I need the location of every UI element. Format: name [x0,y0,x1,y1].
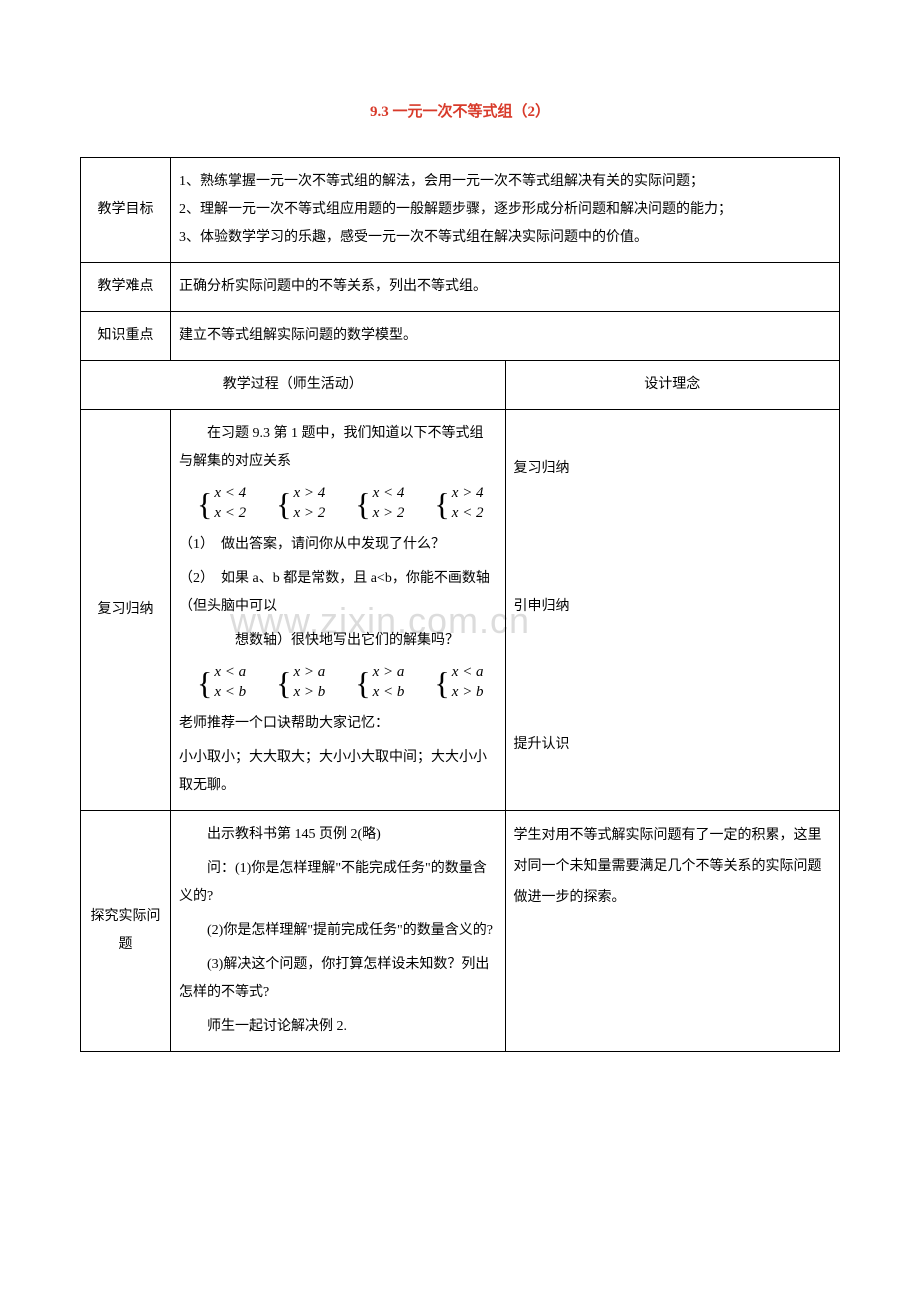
goals-text: 1、熟练掌握一元一次不等式组的解法，会用一元一次不等式组解决有关的实际问题； 2… [171,158,840,263]
explore-label: 探究实际问题 [81,811,171,1052]
design-1a: 复习归纳 [514,455,832,483]
review-q1: （1） 做出答案，请问你从中发现了什么？ [179,531,497,559]
system-a3: { x > ax < b [355,663,404,702]
explore-l4: (3)解决这个问题，你打算怎样设未知数？列出怎样的不等式? [179,951,497,1007]
system-4: { x > 4x < 2 [434,484,483,523]
explore-design: 学生对用不等式解实际问题有了一定的积累，这里对同一个未知量需要满足几个不等关系的… [505,811,840,1052]
systems-row-1: { x < 4x < 2 { x > 4x > 2 { x < 4x > 2 {… [197,484,497,523]
review-design: 复习归纳 引申归纳 提升认识 [505,410,840,811]
review-q2b: 想数轴）很快地写出它们的解集吗？ [179,627,497,655]
review-tip1: 老师推荐一个口诀帮助大家记忆： [179,710,497,738]
difficulty-label: 教学难点 [81,263,171,312]
explore-l1: 出示教科书第 145 页例 2(略) [179,821,497,849]
review-intro: 在习题 9.3 第 1 题中，我们知道以下不等式组与解集的对应关系 [179,420,497,476]
keypoint-text: 建立不等式组解实际问题的数学模型。 [171,312,840,361]
table-row: 知识重点 建立不等式组解实际问题的数学模型。 [81,312,840,361]
design-header: 设计理念 [505,361,840,410]
explore-l5: 师生一起讨论解决例 2. [179,1013,497,1041]
explore-content: 出示教科书第 145 页例 2(略) 问：(1)你是怎样理解"不能完成任务"的数… [171,811,506,1052]
system-a4: { x < ax > b [434,663,483,702]
keypoint-label: 知识重点 [81,312,171,361]
design-1c: 提升认识 [514,731,832,759]
design-1b: 引申归纳 [514,593,832,621]
explore-l2: 问：(1)你是怎样理解"不能完成任务"的数量含义的? [179,855,497,911]
review-content: 在习题 9.3 第 1 题中，我们知道以下不等式组与解集的对应关系 { x < … [171,410,506,811]
table-row: 复习归纳 在习题 9.3 第 1 题中，我们知道以下不等式组与解集的对应关系 {… [81,410,840,811]
system-3: { x < 4x > 2 [355,484,404,523]
difficulty-text: 正确分析实际问题中的不等关系，列出不等式组。 [171,263,840,312]
review-label: 复习归纳 [81,410,171,811]
review-tip2: 小小取小；大大取大；大小小大取中间；大大小小取无聊。 [179,744,497,800]
explore-l3: (2)你是怎样理解"提前完成任务"的数量含义的? [179,917,497,945]
system-a2: { x > ax > b [276,663,325,702]
systems-row-2: { x < ax < b { x > ax > b { x > ax < b {… [197,663,497,702]
table-row: 教学难点 正确分析实际问题中的不等关系，列出不等式组。 [81,263,840,312]
page-title: 9.3 一元一次不等式组（2） [80,100,840,121]
table-row: 教学目标 1、熟练掌握一元一次不等式组的解法，会用一元一次不等式组解决有关的实际… [81,158,840,263]
system-2: { x > 4x > 2 [276,484,325,523]
table-row: 教学过程（师生活动） 设计理念 [81,361,840,410]
process-header: 教学过程（师生活动） [81,361,506,410]
lesson-table: 教学目标 1、熟练掌握一元一次不等式组的解法，会用一元一次不等式组解决有关的实际… [80,157,840,1052]
review-q2: （2） 如果 a、b 都是常数，且 a<b，你能不画数轴（但头脑中可以 [179,565,497,621]
goals-label: 教学目标 [81,158,171,263]
table-row: 探究实际问题 出示教科书第 145 页例 2(略) 问：(1)你是怎样理解"不能… [81,811,840,1052]
system-1: { x < 4x < 2 [197,484,246,523]
system-a1: { x < ax < b [197,663,246,702]
